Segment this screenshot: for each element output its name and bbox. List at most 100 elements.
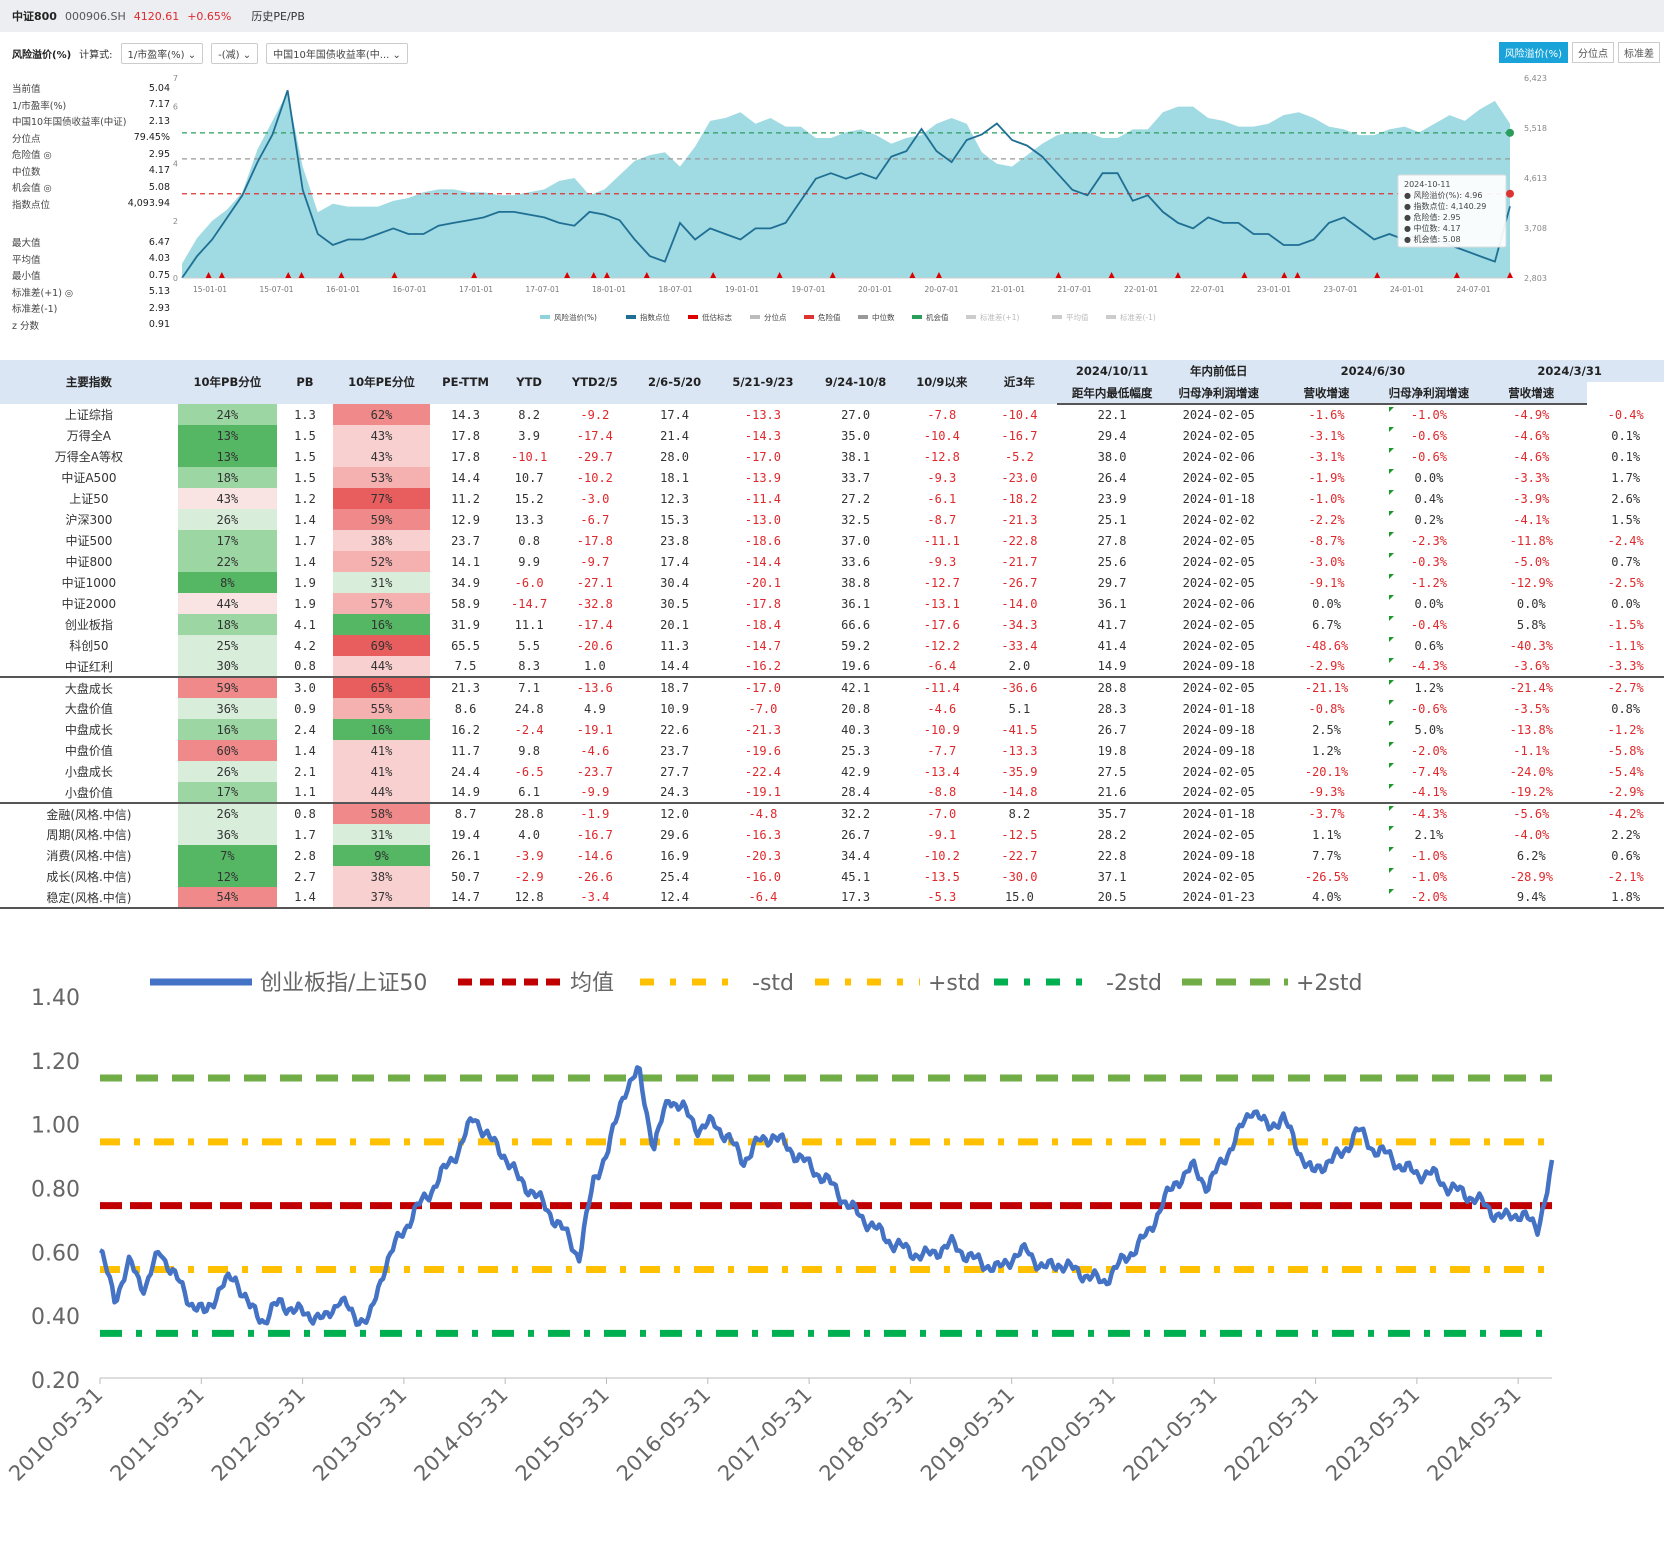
legend-item[interactable]: 中位数 <box>858 312 895 322</box>
table-row[interactable]: 中证红利 30% 0.8 44% 7.5 8.3 1.0 14.4 -16.2 19.6 -6.4 2… <box>0 656 1664 677</box>
low-marker <box>829 272 836 278</box>
table-cell: -9.3 <box>927 554 957 569</box>
legend-item[interactable]: 均值 <box>458 971 614 996</box>
table-row[interactable]: 中证1000 8% 1.9 31% 34.9 -6.0 -27.1 30.4 -20.1 38.8… <box>0 572 1664 593</box>
table-cell: 2024-02-05 <box>1182 408 1255 422</box>
legend-item[interactable]: 机会值 <box>912 312 949 322</box>
percentile-button[interactable]: 分位点 <box>1572 42 1614 63</box>
table-row[interactable]: 周期(风格.中信) 36% 1.7 31% 19.4 4.0 -16.7 29.6 -16.3 2… <box>0 824 1664 845</box>
table-cell: 中盘成长 <box>64 723 113 737</box>
stat-row: 分位点 79.45% <box>12 130 170 147</box>
table-cell: 32.2 <box>809 802 902 824</box>
table-cell: -17.8 <box>576 533 613 548</box>
table-cell: 万得全A等权 <box>54 450 124 464</box>
table-cell: 中证800 <box>65 555 113 569</box>
stat-value: 2.13 <box>148 115 170 127</box>
table-row[interactable]: 万得全A 13% 1.5 43% 17.8 3.9 -17.4 21.4 -14.3 35.0 -1… <box>0 425 1664 446</box>
std-button[interactable]: 标准差 <box>1618 42 1660 63</box>
table-cell: 14.1 <box>451 554 480 569</box>
table-row[interactable]: 中证500 17% 1.7 38% 23.7 0.8 -17.8 23.8 -18.6 37.0 -… <box>0 530 1664 551</box>
table-cell: 59% <box>332 509 430 530</box>
legend-item[interactable]: -std <box>640 971 794 996</box>
table-cell: 36% <box>177 698 277 719</box>
legend-item[interactable]: 标准差(-1) <box>1106 312 1156 322</box>
table-row[interactable]: 万得全A等权 13% 1.5 43% 17.8 -10.1 -29.7 28.0 -17.0 38… <box>0 446 1664 467</box>
table-cell: 12% <box>177 866 277 887</box>
table-row[interactable]: 创业板指 18% 4.1 16% 31.9 11.1 -17.4 20.1 -18.4 66.6 -… <box>0 614 1664 635</box>
table-cell: 55% <box>332 698 430 719</box>
legend-item[interactable]: 指数点位 <box>626 312 670 322</box>
legend-label: 危险值 <box>818 312 841 322</box>
legend-item[interactable]: 低估标志 <box>688 312 732 322</box>
table-cell: 28.0 <box>660 449 690 464</box>
table-cell: -12.9% <box>1509 575 1553 590</box>
table-cell: -2.9% <box>1607 785 1644 799</box>
table-cell: 6.2% <box>1516 848 1546 863</box>
legend-item[interactable]: +std <box>815 971 981 996</box>
table-row[interactable]: 中盘成长 16% 2.4 16% 16.2 -2.4 -19.1 22.6 -21.3 40.3 -… <box>0 719 1664 740</box>
table-row[interactable]: 成长(风格.中信) 12% 2.7 38% 50.7 -2.9 -26.6 25.4 -16.0… <box>0 866 1664 887</box>
table-cell: -3.3% <box>1513 470 1550 485</box>
table-row[interactable]: 消费(风格.中信) 7% 2.8 9% 26.1 -3.9 -14.6 16.9 -20.3 34… <box>0 845 1664 866</box>
table-row[interactable]: 小盘成长 26% 2.1 41% 24.4 -6.5 -23.7 27.7 -22.4 42.9 -… <box>0 761 1664 782</box>
table-cell: -13.1 <box>923 596 960 611</box>
table-cell: 0.6% <box>1611 848 1641 863</box>
table-cell: 38% <box>332 530 430 551</box>
table-cell: 11.7 <box>451 743 480 758</box>
table-cell: 43% <box>332 425 430 446</box>
table-row[interactable]: 大盘价值 36% 0.9 55% 8.6 24.8 4.9 10.9 -7.0 20.8 -4.6 5… <box>0 698 1664 719</box>
table-cell: 16% <box>177 719 277 740</box>
operator-select[interactable]: -(减) ⌄ <box>211 42 259 64</box>
table-row[interactable]: 中证2000 44% 1.9 57% 58.9 -14.7 -32.8 30.5 -17.8 36… <box>0 593 1664 614</box>
danger-dot <box>1506 189 1514 198</box>
risk-premium-button[interactable]: 风险溢价(%) <box>1498 42 1568 63</box>
table-cell: -19.6 <box>744 743 781 758</box>
table-row[interactable]: 上证综指 24% 1.3 62% 14.3 8.2 -9.2 17.4 -13.3 27.0 -7.… <box>0 404 1664 425</box>
table-cell: -18.4 <box>744 617 781 632</box>
table-row[interactable]: 中盘价值 60% 1.4 41% 11.7 9.8 -4.6 23.7 -19.6 25.3 -7.… <box>0 740 1664 761</box>
table-row[interactable]: 中证A500 18% 1.5 53% 14.4 10.7 -10.2 18.1 -13.9 33.… <box>0 467 1664 488</box>
table-cell: 稳定(风格.中信) <box>0 887 178 909</box>
legend-item[interactable]: 分位点 <box>750 312 787 322</box>
table-row[interactable]: 科创50 25% 4.2 69% 65.5 5.5 -20.6 11.3 -14.7 59.2 -1… <box>0 635 1664 656</box>
legend-item[interactable]: 风险溢价(%) <box>540 312 597 322</box>
table-cell: 2.0 <box>1008 659 1031 673</box>
table-row[interactable]: 稳定(风格.中信) 54% 1.4 37% 14.7 12.8 -3.4 12.4 -6.4 17… <box>0 887 1664 909</box>
table-cell: 4.2 <box>294 638 316 653</box>
table-row[interactable]: 沪深300 26% 1.4 59% 12.9 13.3 -6.7 15.3 -13.0 32.5 -… <box>0 509 1664 530</box>
table-row[interactable]: 中证800 22% 1.4 52% 14.1 9.9 -9.7 17.4 -14.4 33.6 -9… <box>0 551 1664 572</box>
table-row[interactable]: 金融(风格.中信) 26% 0.8 58% 8.7 28.8 -1.9 12.0 -4.8 32.… <box>0 802 1664 824</box>
table-row[interactable]: 小盘价值 17% 1.1 44% 14.9 6.1 -9.9 24.3 -19.1 28.4 -8.… <box>0 782 1664 803</box>
tab-history-pe-pb[interactable]: 历史PE/PB <box>251 10 305 23</box>
stat-row: 标准差(-1) 2.93 <box>12 300 170 317</box>
table-cell: -3.1% <box>1308 428 1345 443</box>
legend-item[interactable]: 标准差(+1) <box>966 312 1019 322</box>
table-row[interactable]: 上证50 43% 1.2 77% 11.2 15.2 -3.0 12.3 -11.4 27.2 -6… <box>0 488 1664 509</box>
table-cell: 12.8 <box>501 887 558 909</box>
table-cell: -1.9% <box>1308 470 1345 485</box>
table-cell: -1.0% <box>1383 845 1476 866</box>
legend-item[interactable]: 平均值 <box>1052 312 1089 322</box>
legend-item[interactable]: -2std <box>994 971 1162 996</box>
legend-item[interactable]: 创业板指/上证50 <box>150 971 427 996</box>
table-cell: -6.5 <box>514 764 544 779</box>
table-header: 5/21-9/23 <box>716 360 810 404</box>
y-right-tick: 6,423 <box>1524 74 1547 83</box>
table-cell: 12.9 <box>451 512 480 527</box>
legend-item[interactable]: +2std <box>1182 971 1362 996</box>
table-cell: 2024-02-05 <box>1182 617 1255 632</box>
low-marker <box>603 272 610 278</box>
legend-label: +2std <box>1296 971 1362 996</box>
formula-select-1[interactable]: 1/市盈率(%) ⌄ <box>120 42 204 64</box>
table-cell: 19.8 <box>1097 743 1127 758</box>
table-cell: 15.0 <box>981 887 1058 909</box>
index-price: 4120.61 <box>133 9 180 23</box>
table-cell: -16.7 <box>1001 428 1038 443</box>
table-cell: -13.9 <box>744 470 781 485</box>
stat-row: z 分数 0.91 <box>12 317 170 334</box>
formula-select-2[interactable]: 中国10年国债收益率(中... ⌄ <box>266 42 408 64</box>
table-cell: 中证2000 <box>61 597 117 611</box>
table-cell: 34.9 <box>451 575 480 590</box>
table-row[interactable]: 大盘成长 59% 3.0 65% 21.3 7.1 -13.6 18.7 -17.0 42.1 -1… <box>0 676 1664 698</box>
legend-item[interactable]: 危险值 <box>804 312 841 322</box>
